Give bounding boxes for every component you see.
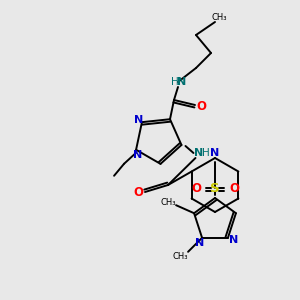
- Text: CH₃: CH₃: [172, 252, 188, 261]
- Text: O: O: [229, 182, 239, 194]
- Text: N: N: [195, 238, 205, 248]
- Text: O: O: [191, 182, 201, 194]
- Text: N: N: [229, 235, 239, 245]
- Text: O: O: [133, 185, 143, 199]
- Text: CH₃: CH₃: [160, 198, 176, 207]
- Text: N: N: [210, 148, 220, 158]
- Text: N: N: [134, 115, 144, 125]
- Text: S: S: [210, 182, 220, 194]
- Text: O: O: [196, 100, 206, 112]
- Text: H: H: [171, 77, 179, 87]
- Text: H: H: [202, 148, 209, 158]
- Text: N: N: [177, 77, 187, 87]
- Text: N: N: [134, 150, 143, 160]
- Text: N: N: [194, 148, 203, 158]
- Text: CH₃: CH₃: [211, 14, 227, 22]
